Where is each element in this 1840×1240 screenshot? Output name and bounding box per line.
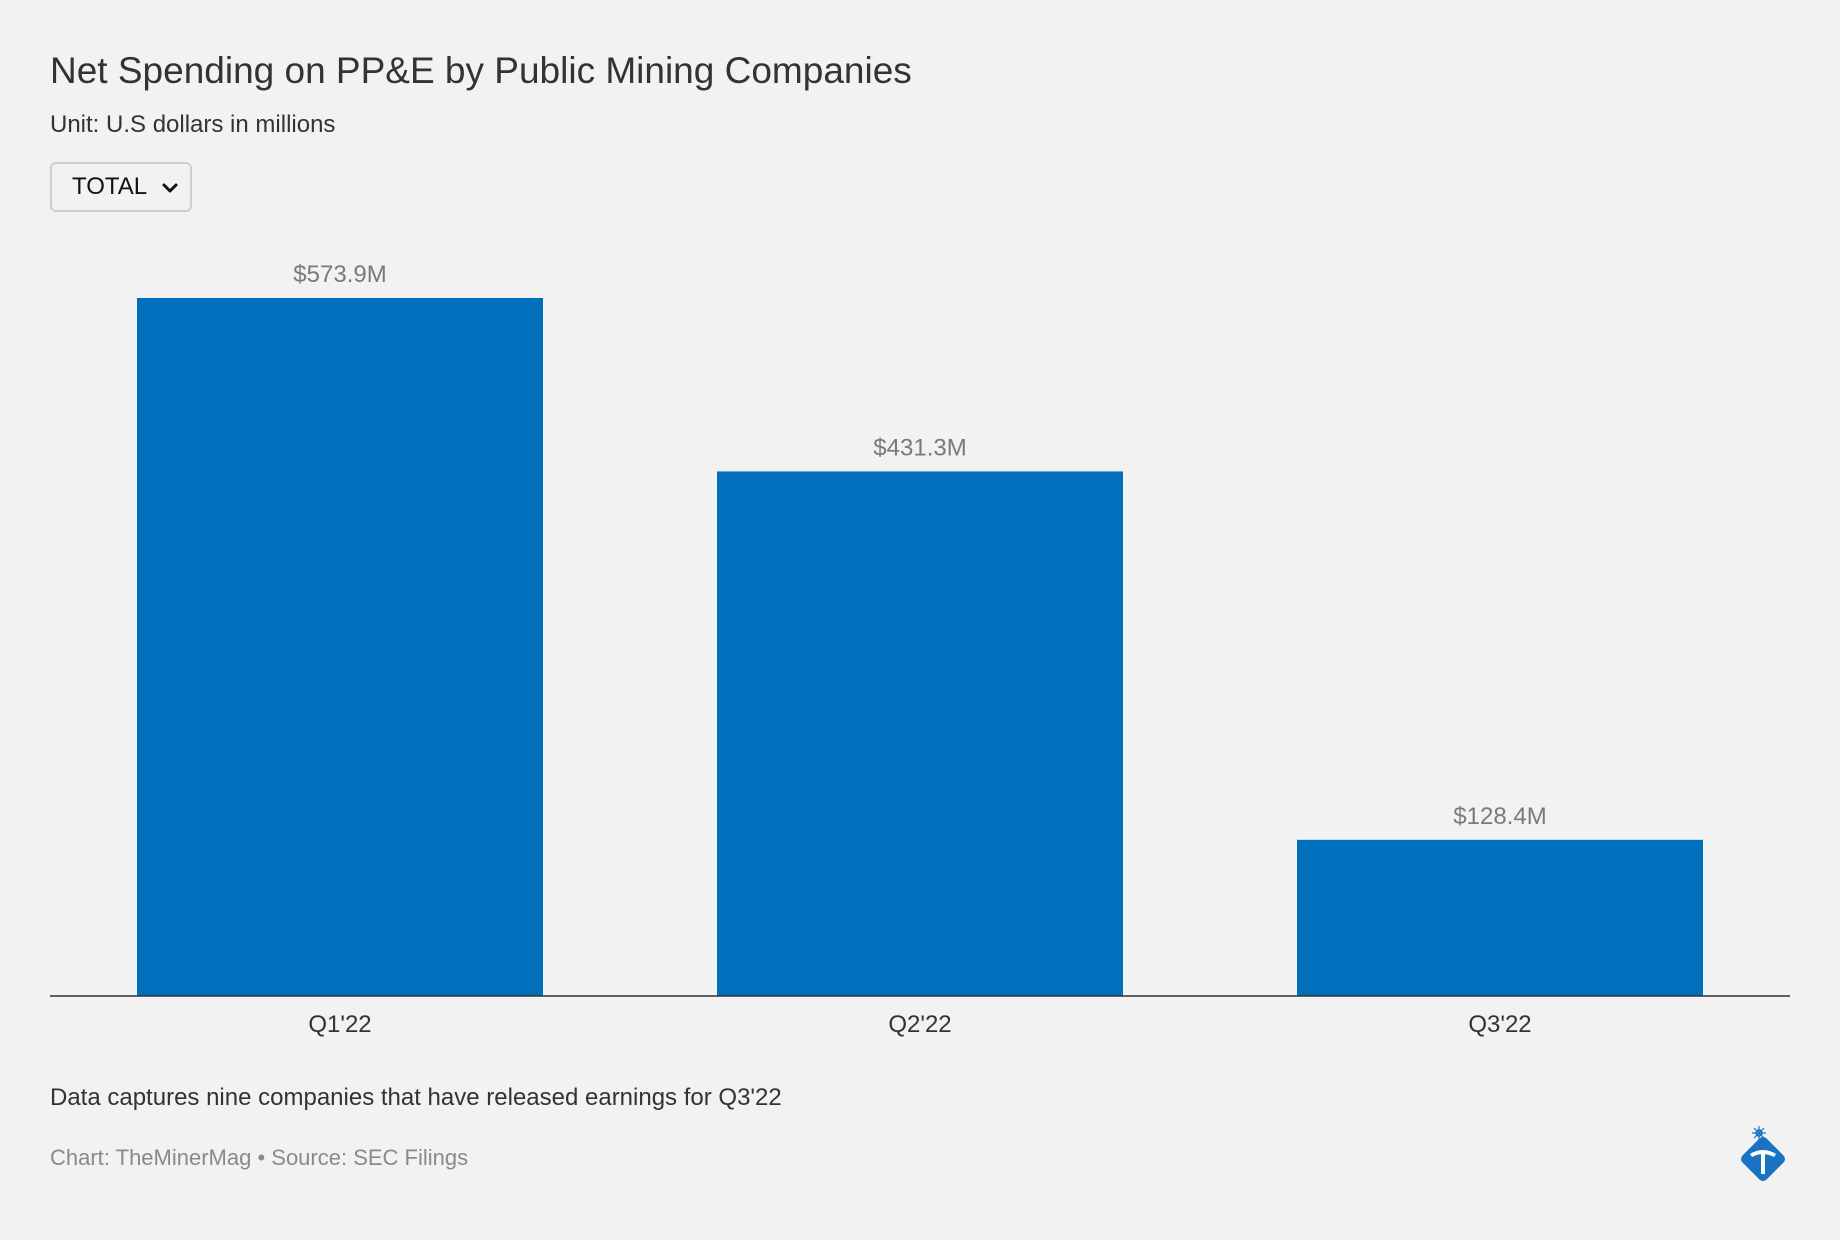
x-tick-labels: Q1'22 Q2'22 Q3'22 — [308, 1011, 1531, 1038]
series-filter-dropdown[interactable]: TOTAL — [50, 162, 192, 212]
bar-value-label: $128.4M — [1453, 803, 1546, 830]
series-filter-selected-value: TOTAL — [72, 173, 148, 200]
bar-value-label: $573.9M — [293, 261, 386, 288]
x-tick-label: Q1'22 — [308, 1011, 371, 1038]
chart-source: Chart: TheMinerMag • Source: SEC Filings — [50, 1145, 469, 1170]
x-tick-label: Q2'22 — [888, 1011, 951, 1038]
x-tick-label: Q3'22 — [1468, 1011, 1531, 1038]
page-title: Net Spending on PP&E by Public Mining Co… — [50, 50, 912, 91]
pickaxe-logo-icon — [1741, 1126, 1785, 1181]
chart-subtitle: Unit: U.S dollars in millions — [50, 111, 336, 138]
chart-note: Data captures nine companies that have r… — [50, 1084, 782, 1111]
bar-1[interactable] — [137, 298, 543, 996]
bars-group: $573.9M $431.3M $128.4M — [137, 261, 1703, 996]
bar-value-label: $431.3M — [873, 434, 966, 461]
chevron-down-icon — [162, 183, 178, 193]
bar-3[interactable] — [1297, 839, 1703, 996]
bar-chart: $573.9M $431.3M $128.4M Q1'22 Q2'22 Q3'22 — [50, 261, 1790, 1038]
bar-2[interactable] — [717, 471, 1123, 996]
